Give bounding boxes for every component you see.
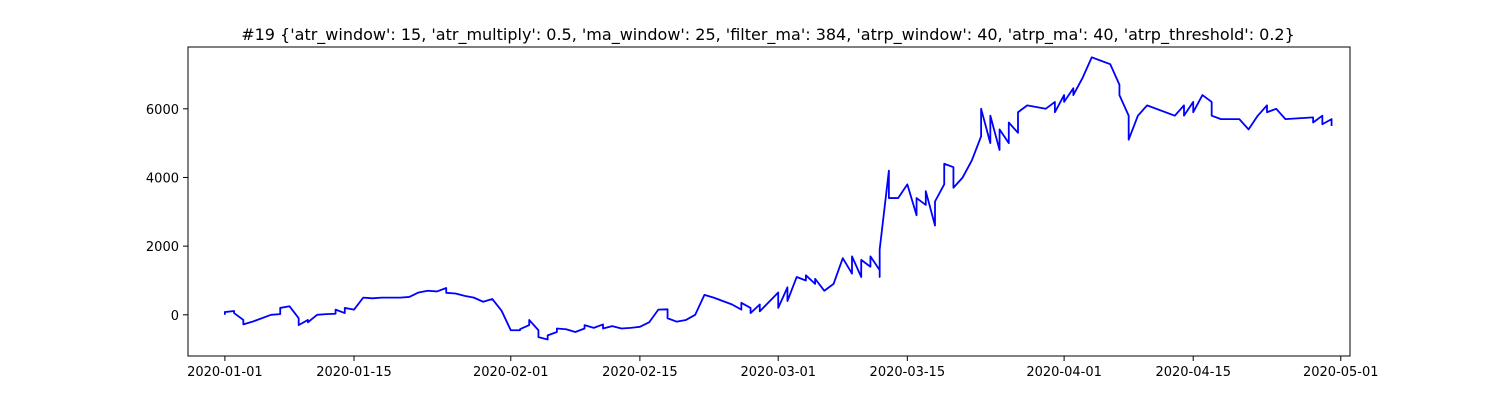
series-line	[223, 56, 1333, 341]
x-tick-label: 2020-04-01	[1026, 365, 1102, 380]
y-axis: 0 2000 4000 6000	[146, 103, 188, 324]
x-tick-label: 2020-03-15	[870, 365, 946, 380]
y-tick-label: 4000	[146, 171, 179, 186]
x-tick-label: 2020-01-01	[187, 365, 263, 380]
x-axis: 2020-01-01 2020-01-15 2020-02-01 2020-02-15…	[187, 356, 1379, 380]
plot-frame	[187, 46, 1351, 357]
x-tick-label: 2020-03-01	[740, 365, 816, 380]
y-tick-label: 6000	[146, 103, 179, 118]
x-tick-label: 2020-04-15	[1155, 365, 1231, 380]
x-tick-label: 2020-02-15	[602, 365, 678, 380]
y-tick-label: 2000	[146, 240, 179, 255]
x-tick-label: 2020-05-01	[1303, 365, 1379, 380]
chart-title: #19 {'atr_window': 15, 'atr_multiply': 0…	[241, 25, 1295, 45]
x-tick-label: 2020-01-15	[316, 365, 392, 380]
plot-area	[223, 56, 1333, 341]
x-tick-label: 2020-02-01	[473, 365, 549, 380]
y-tick-label: 0	[171, 309, 179, 324]
